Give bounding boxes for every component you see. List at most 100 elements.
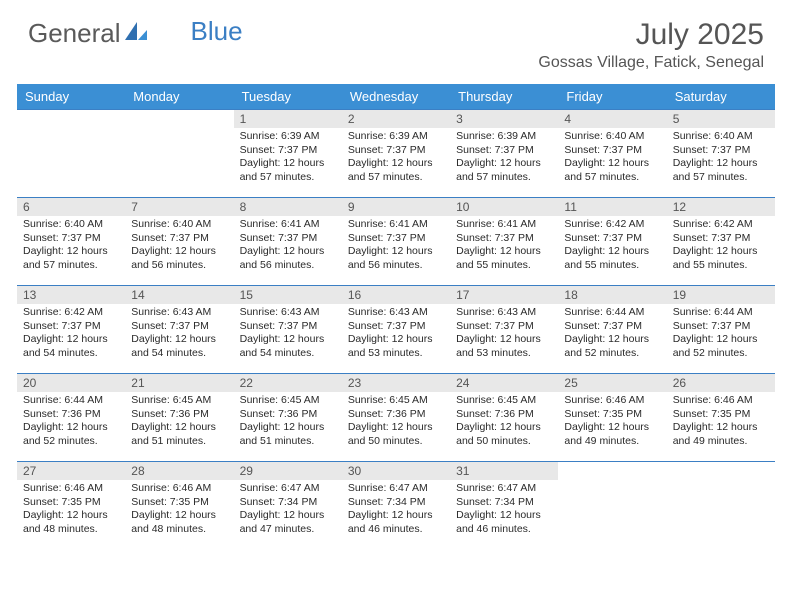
day-number: 23 bbox=[342, 374, 450, 392]
sunrise-text: Sunrise: 6:46 AM bbox=[673, 394, 769, 408]
calendar-table: SundayMondayTuesdayWednesdayThursdayFrid… bbox=[17, 84, 775, 550]
sunrise-text: Sunrise: 6:45 AM bbox=[131, 394, 227, 408]
calendar-day-cell: 22Sunrise: 6:45 AMSunset: 7:36 PMDayligh… bbox=[234, 374, 342, 462]
sunrise-text: Sunrise: 6:43 AM bbox=[348, 306, 444, 320]
daylight-text: Daylight: 12 hours and 54 minutes. bbox=[131, 333, 227, 360]
daylight-text: Daylight: 12 hours and 49 minutes. bbox=[673, 421, 769, 448]
daylight-text: Daylight: 12 hours and 57 minutes. bbox=[564, 157, 660, 184]
calendar-day-cell bbox=[17, 110, 125, 198]
calendar-day-cell: 17Sunrise: 6:43 AMSunset: 7:37 PMDayligh… bbox=[450, 286, 558, 374]
sunset-text: Sunset: 7:37 PM bbox=[564, 144, 660, 158]
daylight-text: Daylight: 12 hours and 53 minutes. bbox=[456, 333, 552, 360]
day-number: 15 bbox=[234, 286, 342, 304]
sunset-text: Sunset: 7:37 PM bbox=[23, 320, 119, 334]
daylight-text: Daylight: 12 hours and 57 minutes. bbox=[673, 157, 769, 184]
sunrise-text: Sunrise: 6:40 AM bbox=[131, 218, 227, 232]
sunset-text: Sunset: 7:37 PM bbox=[673, 320, 769, 334]
day-number: 25 bbox=[558, 374, 666, 392]
day-details: Sunrise: 6:45 AMSunset: 7:36 PMDaylight:… bbox=[342, 392, 450, 453]
day-number: 28 bbox=[125, 462, 233, 480]
day-details: Sunrise: 6:47 AMSunset: 7:34 PMDaylight:… bbox=[450, 480, 558, 541]
header: General Blue July 2025 Gossas Village, F… bbox=[0, 0, 792, 78]
calendar-body: 1Sunrise: 6:39 AMSunset: 7:37 PMDaylight… bbox=[17, 110, 775, 550]
day-number: 18 bbox=[558, 286, 666, 304]
sunrise-text: Sunrise: 6:47 AM bbox=[456, 482, 552, 496]
day-details: Sunrise: 6:40 AMSunset: 7:37 PMDaylight:… bbox=[17, 216, 125, 277]
sunrise-text: Sunrise: 6:41 AM bbox=[240, 218, 336, 232]
calendar-day-cell: 11Sunrise: 6:42 AMSunset: 7:37 PMDayligh… bbox=[558, 198, 666, 286]
sunrise-text: Sunrise: 6:39 AM bbox=[456, 130, 552, 144]
sunset-text: Sunset: 7:37 PM bbox=[673, 144, 769, 158]
sunset-text: Sunset: 7:37 PM bbox=[673, 232, 769, 246]
day-number: 30 bbox=[342, 462, 450, 480]
sunrise-text: Sunrise: 6:46 AM bbox=[23, 482, 119, 496]
day-number: 27 bbox=[17, 462, 125, 480]
day-details: Sunrise: 6:42 AMSunset: 7:37 PMDaylight:… bbox=[17, 304, 125, 365]
calendar-day-cell: 13Sunrise: 6:42 AMSunset: 7:37 PMDayligh… bbox=[17, 286, 125, 374]
sunrise-text: Sunrise: 6:46 AM bbox=[564, 394, 660, 408]
daylight-text: Daylight: 12 hours and 46 minutes. bbox=[348, 509, 444, 536]
sunset-text: Sunset: 7:37 PM bbox=[564, 320, 660, 334]
sunrise-text: Sunrise: 6:47 AM bbox=[348, 482, 444, 496]
weekday-header: Sunday bbox=[17, 84, 125, 110]
day-details: Sunrise: 6:45 AMSunset: 7:36 PMDaylight:… bbox=[234, 392, 342, 453]
daylight-text: Daylight: 12 hours and 54 minutes. bbox=[240, 333, 336, 360]
day-number: 20 bbox=[17, 374, 125, 392]
calendar-week-row: 6Sunrise: 6:40 AMSunset: 7:37 PMDaylight… bbox=[17, 198, 775, 286]
day-number: 24 bbox=[450, 374, 558, 392]
sunrise-text: Sunrise: 6:41 AM bbox=[456, 218, 552, 232]
calendar-day-cell: 28Sunrise: 6:46 AMSunset: 7:35 PMDayligh… bbox=[125, 462, 233, 550]
day-number: 3 bbox=[450, 110, 558, 128]
calendar-day-cell: 12 Sunrise: 6:42 AMSunset: 7:37 PMDayligh… bbox=[667, 198, 775, 286]
sunrise-text: Sunrise: 6:43 AM bbox=[131, 306, 227, 320]
sunrise-text: Sunrise: 6:44 AM bbox=[564, 306, 660, 320]
calendar-week-row: 27 Sunrise: 6:46 AMSunset: 7:35 PM Dayligh… bbox=[17, 462, 775, 550]
calendar-day-cell: 1Sunrise: 6:39 AMSunset: 7:37 PMDaylight… bbox=[234, 110, 342, 198]
calendar-day-cell: 23Sunrise: 6:45 AMSunset: 7:36 PMDayligh… bbox=[342, 374, 450, 462]
calendar-day-cell: 3Sunrise: 6:39 AMSunset: 7:37 PMDaylight… bbox=[450, 110, 558, 198]
calendar-day-cell: 26Sunrise: 6:46 AMSunset: 7:35 PMDayligh… bbox=[667, 374, 775, 462]
day-details: Sunrise: 6:44 AMSunset: 7:37 PMDaylight:… bbox=[558, 304, 666, 365]
daylight-text: Daylight: 12 hours and 57 minutes. bbox=[23, 245, 119, 272]
sunrise-text: Sunrise: 6:39 AM bbox=[348, 130, 444, 144]
sunset-text: Sunset: 7:37 PM bbox=[348, 144, 444, 158]
calendar-day-cell: 9Sunrise: 6:41 AMSunset: 7:37 PMDaylight… bbox=[342, 198, 450, 286]
sunrise-text: Sunrise: 6:40 AM bbox=[673, 130, 769, 144]
daylight-text: Daylight: 12 hours and 50 minutes. bbox=[456, 421, 552, 448]
sunrise-text: Sunrise: 6:41 AM bbox=[348, 218, 444, 232]
sunset-text: Sunset: 7:37 PM bbox=[348, 320, 444, 334]
day-number: 17 bbox=[450, 286, 558, 304]
calendar-day-cell: 10Sunrise: 6:41 AMSunset: 7:37 PMDayligh… bbox=[450, 198, 558, 286]
daylight-text: Daylight: 12 hours and 47 minutes. bbox=[240, 509, 336, 536]
calendar-day-cell: 6Sunrise: 6:40 AMSunset: 7:37 PMDaylight… bbox=[17, 198, 125, 286]
day-number: 4 bbox=[558, 110, 666, 128]
calendar-day-cell: 4 Sunrise: 6:40 AMSunset: 7:37 PMDaylight… bbox=[558, 110, 666, 198]
calendar-day-cell: 8Sunrise: 6:41 AMSunset: 7:37 PMDaylight… bbox=[234, 198, 342, 286]
sunrise-text: Sunrise: 6:43 AM bbox=[456, 306, 552, 320]
calendar-week-row: 20Sunrise: 6:44 AMSunset: 7:36 PMDayligh… bbox=[17, 374, 775, 462]
day-number: 22 bbox=[234, 374, 342, 392]
day-details: Sunrise: 6:41 AMSunset: 7:37 PMDaylight:… bbox=[342, 216, 450, 277]
day-details: Sunrise: 6:40 AMSunset: 7:37 PMDaylight:… bbox=[667, 128, 775, 189]
sunset-text: Sunset: 7:36 PM bbox=[240, 408, 336, 422]
day-number: 2 bbox=[342, 110, 450, 128]
day-details: Sunrise: 6:42 AMSunset: 7:37 PMDaylight:… bbox=[558, 216, 666, 277]
daylight-text: Daylight: 12 hours and 55 minutes. bbox=[564, 245, 660, 272]
daylight-text: Daylight: 12 hours and 55 minutes. bbox=[673, 245, 769, 272]
sunrise-text: Sunrise: 6:40 AM bbox=[564, 130, 660, 144]
weekday-header: Thursday bbox=[450, 84, 558, 110]
daylight-text: Daylight: 12 hours and 46 minutes. bbox=[456, 509, 552, 536]
daylight-text: Daylight: 12 hours and 50 minutes. bbox=[348, 421, 444, 448]
daylight-text: Daylight: 12 hours and 56 minutes. bbox=[131, 245, 227, 272]
sunset-text: Sunset: 7:35 PM bbox=[23, 496, 119, 510]
day-number: 31 bbox=[450, 462, 558, 480]
sunset-text: Sunset: 7:37 PM bbox=[131, 320, 227, 334]
day-number: 1 bbox=[234, 110, 342, 128]
daylight-text: Daylight: 12 hours and 52 minutes. bbox=[564, 333, 660, 360]
day-details: Sunrise: 6:47 AMSunset: 7:34 PMDaylight:… bbox=[234, 480, 342, 541]
day-number: 12 bbox=[667, 198, 775, 216]
day-details: Sunrise: 6:43 AMSunset: 7:37 PMDaylight:… bbox=[125, 304, 233, 365]
daylight-text: Daylight: 12 hours and 56 minutes. bbox=[348, 245, 444, 272]
sunset-text: Sunset: 7:34 PM bbox=[240, 496, 336, 510]
sunrise-text: Sunrise: 6:42 AM bbox=[673, 218, 769, 232]
